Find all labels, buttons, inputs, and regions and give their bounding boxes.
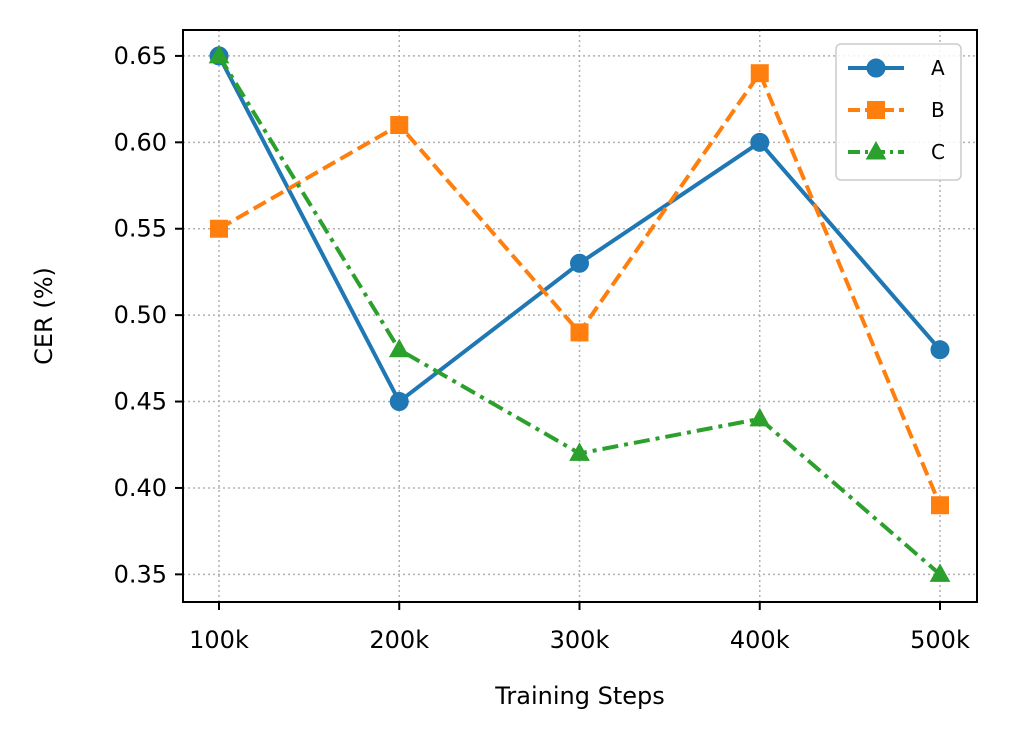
- y-tick-label: 0.40: [114, 474, 167, 502]
- y-tick-label: 0.55: [114, 215, 167, 243]
- y-tick-label: 0.45: [114, 388, 167, 416]
- y-tick-label: 0.50: [114, 301, 167, 329]
- data-point: [570, 323, 589, 342]
- data-point: [389, 392, 409, 412]
- x-tick-label: 100k: [189, 626, 249, 654]
- legend-label: C: [931, 140, 945, 164]
- data-point: [750, 132, 770, 152]
- legend-marker: [866, 58, 886, 78]
- data-point: [570, 253, 589, 273]
- y-tick-label: 0.65: [114, 42, 167, 70]
- legend-marker: [867, 101, 885, 119]
- legend-label: B: [931, 98, 945, 122]
- x-tick-label: 200k: [369, 626, 429, 654]
- y-tick-label: 0.60: [114, 128, 167, 156]
- x-axis-label: Training Steps: [494, 682, 664, 710]
- series-b: [210, 64, 949, 515]
- x-tick-label: 300k: [550, 626, 610, 654]
- legend: ABC: [835, 43, 962, 181]
- ticks-layer: 100k 200k 300k 400k 500k 0.35 0.40 0.45 0.50 0.55…: [114, 42, 970, 654]
- data-point: [749, 407, 771, 427]
- data-point: [569, 442, 590, 461]
- data-point: [750, 64, 769, 83]
- series-c: [208, 44, 951, 582]
- data-point: [390, 116, 409, 135]
- series-a: [209, 46, 950, 412]
- data-point: [931, 496, 949, 515]
- x-tick-label: 500k: [910, 626, 970, 654]
- legend-label: A: [931, 56, 945, 80]
- x-tick-label: 400k: [730, 626, 790, 654]
- series-layer: [208, 44, 951, 582]
- data-point: [930, 340, 950, 360]
- data-point: [208, 44, 230, 64]
- data-point: [929, 563, 951, 582]
- data-point: [388, 338, 410, 358]
- legend-marker: [865, 140, 887, 160]
- y-axis-label: CER (%): [30, 267, 58, 365]
- data-point: [210, 219, 228, 238]
- y-tick-label: 0.35: [114, 560, 167, 588]
- legend-box: [835, 43, 962, 181]
